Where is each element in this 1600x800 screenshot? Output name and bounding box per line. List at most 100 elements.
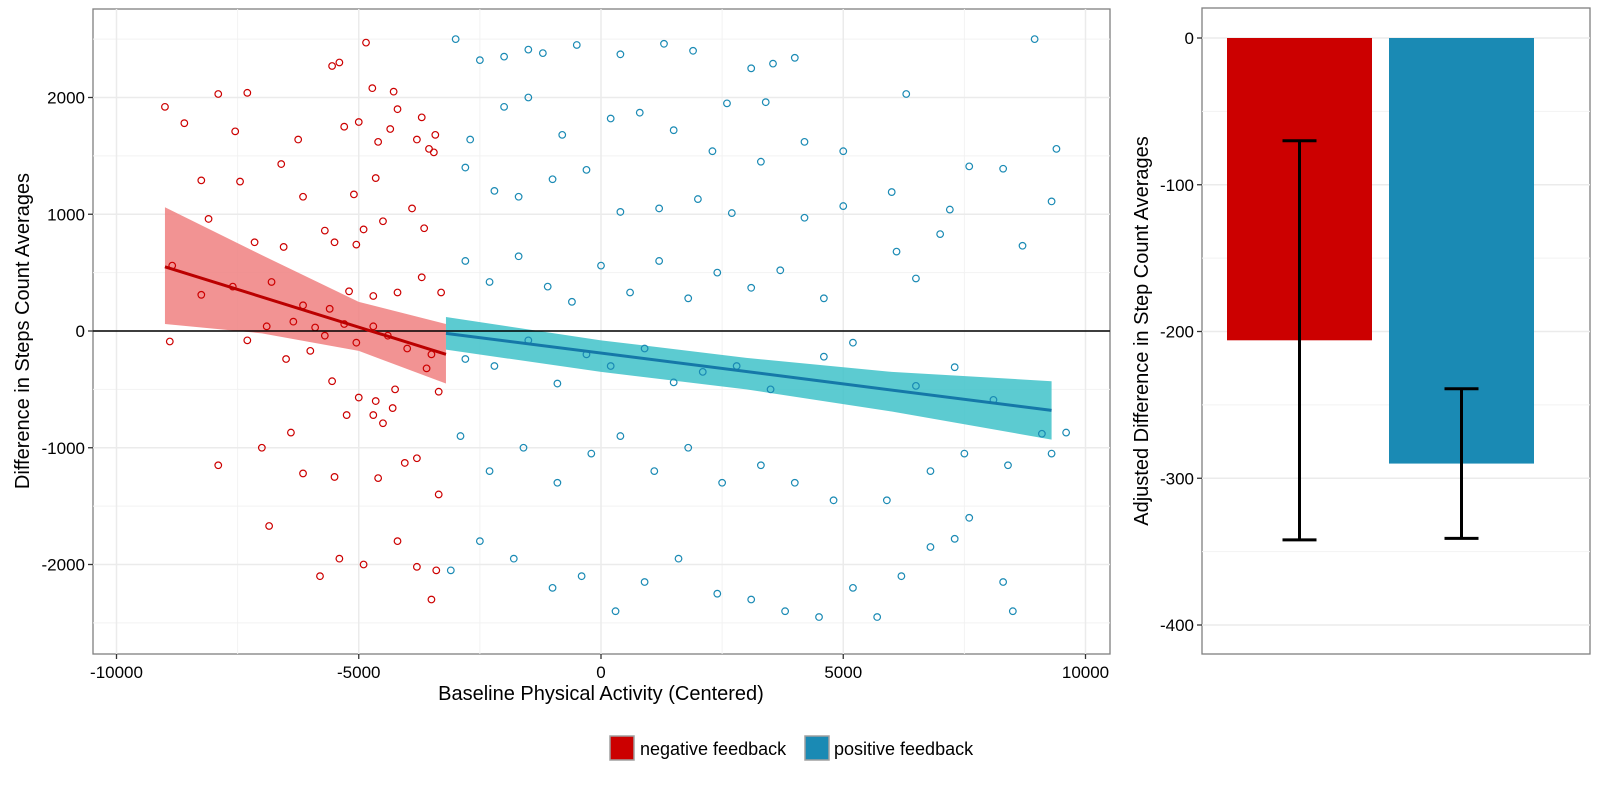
legend-swatch-positive — [804, 735, 830, 761]
bar-y-tick-label: 0 — [1185, 29, 1194, 48]
data-point-positive — [776, 266, 785, 275]
data-point-positive — [538, 49, 547, 58]
y-tick-label: -1000 — [42, 439, 85, 458]
data-point-negative — [369, 322, 378, 331]
data-point-negative — [161, 102, 169, 111]
data-point-negative — [243, 336, 252, 345]
data-point-positive — [950, 534, 959, 543]
data-point-positive — [461, 355, 470, 363]
data-point-negative — [391, 385, 399, 394]
data-point-positive — [655, 204, 664, 213]
data-point-positive — [1008, 607, 1017, 616]
data-point-positive — [650, 467, 659, 476]
data-point-positive — [945, 205, 954, 214]
data-point-positive — [461, 163, 470, 172]
data-point-negative — [400, 459, 409, 467]
data-point-positive — [616, 50, 625, 59]
data-point-negative — [393, 537, 402, 546]
data-point-positive — [849, 338, 857, 347]
data-point-positive — [766, 385, 775, 394]
data-point-negative — [214, 90, 223, 98]
data-point-positive — [708, 147, 717, 156]
x-tick-label: 0 — [596, 663, 605, 682]
data-point-negative — [359, 560, 368, 569]
data-point-negative — [335, 554, 344, 563]
data-point-positive — [965, 513, 974, 522]
y-tick-label: 2000 — [47, 89, 85, 108]
data-point-negative — [388, 404, 397, 412]
data-point-positive — [713, 268, 722, 277]
legend-label-positive: positive feedback — [834, 739, 974, 759]
data-point-positive — [936, 230, 945, 238]
data-point-positive — [839, 147, 848, 156]
data-point-positive — [1037, 429, 1046, 438]
data-point-negative — [386, 125, 395, 133]
data-point-positive — [548, 175, 557, 184]
data-point-positive — [769, 59, 777, 68]
data-point-positive — [819, 294, 828, 303]
data-point-positive — [1018, 241, 1027, 250]
data-point-negative — [279, 243, 288, 251]
data-point-positive — [485, 467, 494, 476]
data-point-positive — [553, 478, 562, 487]
data-point-positive — [902, 90, 911, 98]
data-point-positive — [829, 496, 838, 505]
data-point-negative — [412, 562, 421, 571]
legend-item-positive-feedback: positive feedback — [804, 735, 974, 761]
data-point-positive — [926, 543, 935, 551]
data-point-negative — [374, 474, 383, 483]
data-point-positive — [790, 53, 799, 62]
legend-label-negative: negative feedback — [640, 739, 787, 759]
data-point-negative — [417, 273, 426, 282]
data-point-negative — [352, 338, 361, 347]
data-point-negative — [299, 469, 307, 478]
data-point-negative — [197, 176, 206, 185]
data-point-negative — [335, 58, 344, 67]
data-point-positive — [597, 261, 605, 270]
data-point-negative — [369, 411, 378, 419]
data-point-positive — [800, 213, 809, 222]
data-point-positive — [655, 257, 664, 265]
data-point-positive — [500, 102, 509, 111]
data-point-negative — [389, 87, 398, 96]
scatter-fit-lines — [93, 265, 1110, 412]
data-point-negative — [359, 225, 368, 234]
data-point-positive — [543, 282, 552, 291]
data-point-negative — [408, 204, 416, 213]
data-point-negative — [277, 160, 286, 168]
data-point-negative — [379, 217, 387, 226]
data-point-positive — [606, 362, 615, 370]
error-bars — [1282, 139, 1479, 542]
data-point-positive — [616, 208, 625, 216]
data-point-negative — [262, 322, 271, 331]
data-point-positive — [669, 378, 678, 387]
data-point-negative — [379, 419, 387, 428]
data-point-positive — [965, 162, 974, 171]
bar-y-tick-label: -400 — [1160, 616, 1194, 635]
regression-line-positive — [445, 331, 1052, 412]
data-point-negative — [354, 118, 363, 126]
data-point-negative — [412, 135, 421, 144]
data-point-positive — [747, 283, 756, 292]
data-point-negative — [180, 119, 189, 128]
data-point-positive — [747, 595, 756, 604]
data-point-positive — [475, 537, 484, 546]
data-point-positive — [781, 607, 790, 616]
data-point-positive — [1004, 461, 1012, 470]
data-point-positive — [747, 64, 756, 73]
bar-y-tick-label: -300 — [1160, 469, 1194, 488]
data-point-negative — [299, 192, 307, 201]
data-point-positive — [1030, 35, 1039, 44]
data-point-positive — [446, 566, 455, 575]
regression-line-negative — [164, 265, 447, 356]
legend: negative feedback positive feedback — [609, 735, 974, 761]
data-point-negative — [294, 135, 303, 144]
data-point-positive — [1047, 449, 1056, 458]
data-point-positive — [514, 252, 523, 261]
data-point-negative — [412, 454, 421, 463]
confidence-ribbon-positive — [445, 316, 1052, 440]
data-point-negative — [393, 105, 402, 114]
scatter-ribbons — [164, 207, 1052, 440]
data-point-positive — [887, 188, 896, 196]
